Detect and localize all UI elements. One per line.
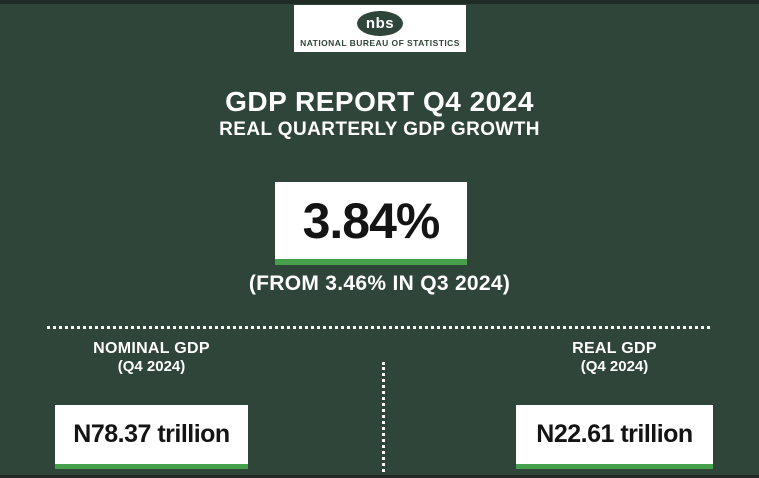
nbs-logo-icon: nbs: [357, 11, 403, 36]
nbs-logo: nbs NATIONAL BUREAU OF STATISTICS: [294, 5, 466, 52]
real-gdp-period: (Q4 2024): [580, 358, 649, 375]
top-edge-strip: [0, 0, 759, 4]
growth-rate-value: 3.84%: [302, 192, 441, 249]
real-gdp-label: REAL GDP: [572, 340, 657, 357]
real-gdp-value: N22.61 trillion: [536, 420, 693, 448]
growth-rate-card: 3.84%: [275, 182, 467, 265]
organization-name: NATIONAL BUREAU OF STATISTICS: [300, 38, 460, 48]
horizontal-dotted-divider: [47, 326, 710, 329]
real-gdp-card: N22.61 trillion: [516, 405, 713, 469]
page-title: GDP REPORT Q4 2024: [225, 86, 534, 117]
nominal-gdp-card: N78.37 trillion: [55, 405, 248, 469]
nominal-gdp-value: N78.37 trillion: [73, 420, 230, 448]
nominal-gdp-label: NOMINAL GDP: [93, 340, 210, 357]
nominal-gdp-heading: NOMINAL GDP (Q4 2024): [55, 339, 248, 376]
nominal-gdp-period: (Q4 2024): [117, 358, 186, 375]
page-subtitle: REAL QUARTERLY GDP GROWTH: [219, 119, 540, 140]
bottom-edge-strip: [0, 475, 759, 478]
previous-quarter-comparison: (FROM 3.46% IN Q3 2024): [248, 272, 511, 295]
vertical-dotted-divider: [382, 362, 385, 478]
nbs-logo-text: nbs: [365, 15, 395, 32]
real-gdp-heading: REAL GDP (Q4 2024): [516, 339, 713, 376]
